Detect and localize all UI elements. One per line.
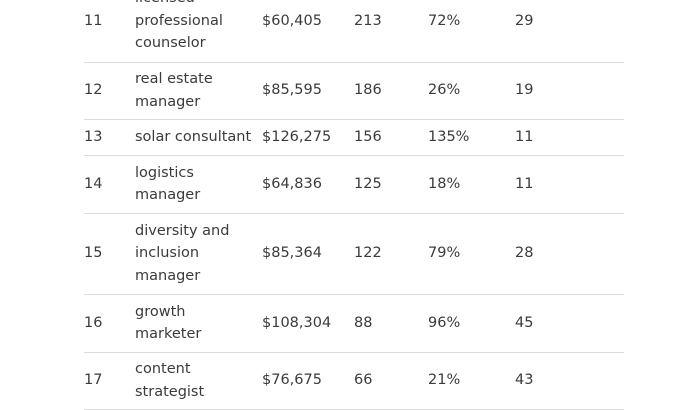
growth-cell: 18% — [428, 155, 515, 214]
salary-cell: $126,275 — [262, 119, 354, 156]
rank-cell: 16 — [84, 294, 135, 353]
job-title-cell: logistics manager — [135, 155, 262, 214]
rank-cell: 15 — [84, 213, 135, 295]
rank-cell: 11 — [84, 0, 135, 63]
count-cell: 186 — [354, 62, 428, 120]
last-cell: 11 — [515, 155, 624, 214]
salary-cell: $85,595 — [262, 62, 354, 120]
rank-cell: 12 — [84, 62, 135, 120]
count-cell: 156 — [354, 119, 428, 156]
count-cell: 122 — [354, 213, 428, 295]
salary-cell: $108,304 — [262, 294, 354, 353]
growth-cell: 96% — [428, 294, 515, 353]
table-row: 17 content strategist $76,675 66 21% 43 — [84, 352, 624, 410]
rank-cell: 17 — [84, 352, 135, 410]
salary-cell: $76,675 — [262, 352, 354, 410]
jobs-table-container: 11 licensed professional counselor $60,4… — [84, 0, 624, 410]
table-row: 16 growth marketer $108,304 88 96% 45 — [84, 294, 624, 353]
count-cell: 213 — [354, 0, 428, 63]
last-cell: 29 — [515, 0, 624, 63]
growth-cell: 135% — [428, 119, 515, 156]
table-row: 11 licensed professional counselor $60,4… — [84, 0, 624, 63]
job-title-cell: diversity and inclusion manager — [135, 213, 262, 295]
job-title-cell: growth marketer — [135, 294, 262, 353]
last-cell: 43 — [515, 352, 624, 410]
jobs-table: 11 licensed professional counselor $60,4… — [84, 0, 624, 410]
table-row: 12 real estate manager $85,595 186 26% 1… — [84, 62, 624, 120]
job-title-cell: real estate manager — [135, 62, 262, 120]
growth-cell: 72% — [428, 0, 515, 63]
count-cell: 66 — [354, 352, 428, 410]
job-title-cell: content strategist — [135, 352, 262, 410]
job-title-cell: licensed professional counselor — [135, 0, 262, 63]
last-cell: 19 — [515, 62, 624, 120]
rank-cell: 13 — [84, 119, 135, 156]
last-cell: 28 — [515, 213, 624, 295]
last-cell: 11 — [515, 119, 624, 156]
table-row: 14 logistics manager $64,836 125 18% 11 — [84, 155, 624, 214]
salary-cell: $64,836 — [262, 155, 354, 214]
growth-cell: 79% — [428, 213, 515, 295]
growth-cell: 21% — [428, 352, 515, 410]
count-cell: 88 — [354, 294, 428, 353]
table-row: 13 solar consultant $126,275 156 135% 11 — [84, 119, 624, 156]
job-title-cell: solar consultant — [135, 119, 262, 156]
last-cell: 45 — [515, 294, 624, 353]
rank-cell: 14 — [84, 155, 135, 214]
salary-cell: $85,364 — [262, 213, 354, 295]
count-cell: 125 — [354, 155, 428, 214]
growth-cell: 26% — [428, 62, 515, 120]
salary-cell: $60,405 — [262, 0, 354, 63]
table-row: 15 diversity and inclusion manager $85,3… — [84, 213, 624, 295]
